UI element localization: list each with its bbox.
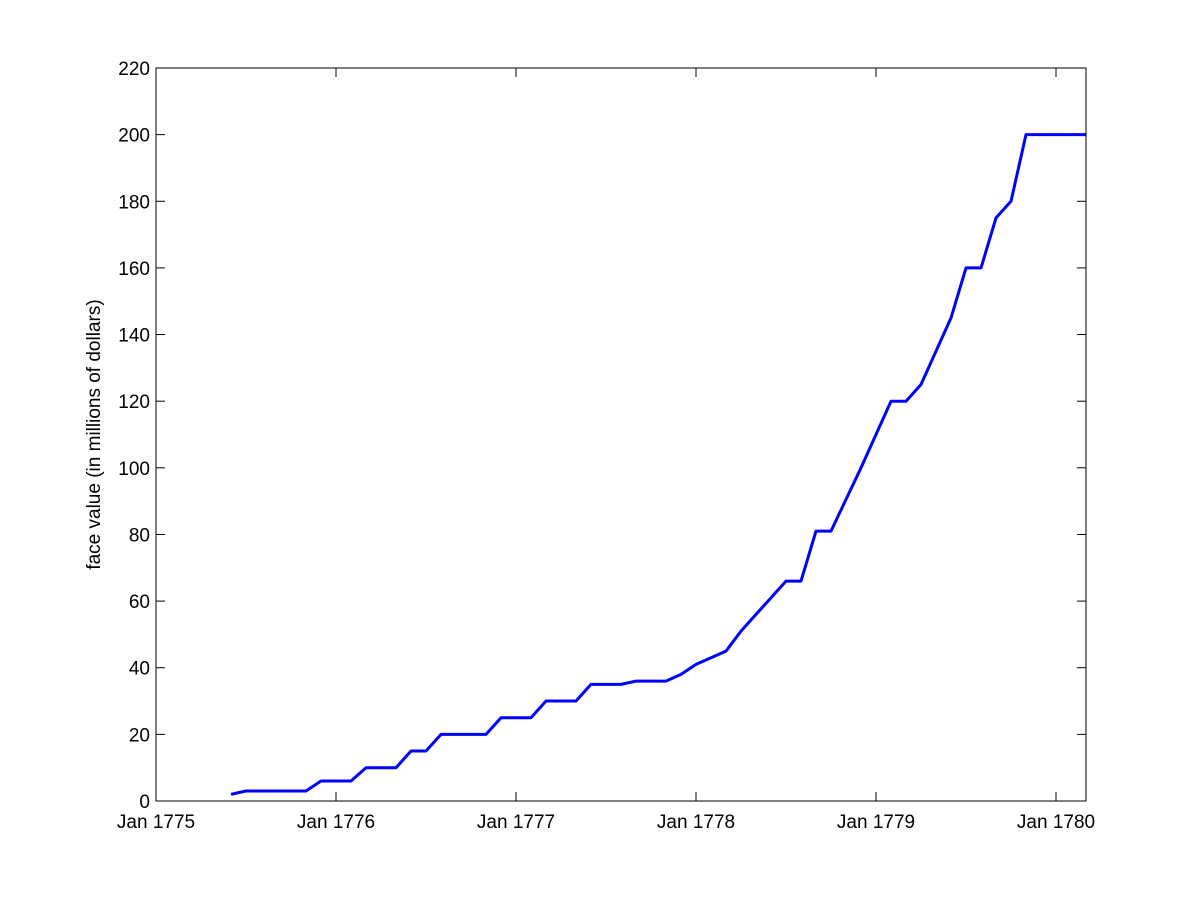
x-tick-labels: Jan 1775 Jan 1776 Jan 1777 Jan 1778 Jan 1779… xyxy=(117,812,1095,833)
x-tick-label: Jan 1775 xyxy=(117,812,195,833)
y-axis-label: face value (in millions of dollars) xyxy=(84,299,105,569)
x-tick-label: Jan 1777 xyxy=(477,812,555,833)
series-layer xyxy=(230,133,1086,796)
y-tick-label: 120 xyxy=(118,392,150,413)
y-tick-label: 80 xyxy=(129,525,150,546)
y-tick-label: 220 xyxy=(118,59,150,80)
y-tick-label: 20 xyxy=(129,725,150,746)
y-tick-label: 100 xyxy=(118,459,150,480)
y-tick-labels: 0 20 40 60 80 100 120 140 160 180 200 220 xyxy=(118,59,150,813)
x-tick-label: Jan 1778 xyxy=(657,812,735,833)
y-tick-label: 60 xyxy=(129,592,150,613)
plot-background xyxy=(156,68,1086,801)
y-tick-label: 180 xyxy=(118,192,150,213)
x-tick-label: Jan 1780 xyxy=(1017,812,1095,833)
x-tick-label: Jan 1779 xyxy=(837,812,915,833)
plot-frame xyxy=(155,67,1087,802)
y-tick-label: 40 xyxy=(129,659,150,680)
series-line-0 xyxy=(230,133,1086,796)
y-tick-label: 140 xyxy=(118,326,150,347)
y-tick-label: 200 xyxy=(118,126,150,147)
y-tick-label: 160 xyxy=(118,259,150,280)
x-tick-label: Jan 1776 xyxy=(297,812,375,833)
y-tick-label: 0 xyxy=(139,792,150,813)
